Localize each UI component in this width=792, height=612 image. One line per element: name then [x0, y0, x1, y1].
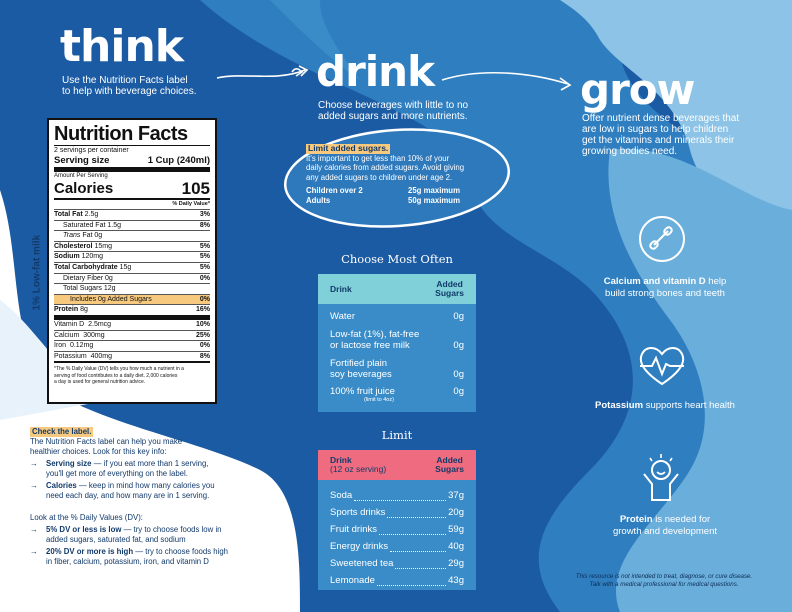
- often-row: 100% fruit juice 0g: [330, 386, 464, 397]
- dv-header: % Daily Value*: [54, 200, 210, 210]
- calories-row: Calories 105: [54, 179, 210, 200]
- benefit-protein: Protein is needed for growth and developm…: [612, 514, 718, 537]
- nf-row: Trans Fat 0g: [54, 231, 210, 242]
- grow-title: grow: [580, 65, 695, 114]
- heart-pulse-icon: [639, 347, 685, 386]
- child-grow-icon: [643, 454, 679, 501]
- nf-row: Protein 8g 16%: [54, 305, 210, 320]
- arrow-drink-grow: [441, 71, 572, 91]
- nf-row-added-sugars: Includes 0g Added Sugars 0%: [54, 294, 210, 306]
- often-row-note: (limit to 4oz): [364, 397, 394, 403]
- limit-row: Children over 2 25g maximum: [306, 186, 461, 195]
- limit-row: Fruit drinks 59g: [318, 521, 476, 538]
- grow-subtitle: Offer nutrient dense beverages that are l…: [582, 113, 740, 157]
- nutrition-facts-label: Nutrition Facts 2 servings per container…: [47, 118, 217, 404]
- nf-row: Total Sugars 12g: [54, 284, 210, 295]
- arrow-think-drink: [216, 65, 309, 79]
- limit-added-sugars-box: Limit added sugars. It's important to ge…: [306, 143, 496, 205]
- limit-header: Drink (12 oz serving) Added Sugars: [318, 450, 476, 480]
- often-row: Low-fat (1%), fat-free or lactose free mi…: [330, 329, 464, 351]
- nf-row: Cholesterol 15mg 5%: [54, 242, 210, 253]
- arrow-right-icon: →: [30, 547, 38, 556]
- limit-table: Drink (12 oz serving) Added Sugars Soda 37g…: [318, 450, 476, 590]
- check-bullet: → Serving size — if you eat more than 1 …: [30, 459, 209, 478]
- check-bullet: → Calories — keep in mind how many calor…: [30, 481, 215, 500]
- check-bullet: → 20% DV or more is high — try to choose…: [30, 547, 229, 566]
- nf-row: Total Fat 2.5g 3%: [54, 210, 210, 221]
- nf-row: Potassium 400mg 8%: [54, 352, 210, 364]
- arrow-right-icon: →: [30, 525, 38, 534]
- often-table: Drink Added Sugars Water 0g Low-fat (1%), …: [318, 274, 476, 412]
- serving-size-row: Serving size 1 Cup (240ml): [54, 155, 210, 172]
- servings-per-container: 2 servings per container: [54, 147, 129, 154]
- benefit-calcium: Calcium and vitamin D help build strong b…: [603, 276, 727, 299]
- bone-icon: [639, 216, 685, 262]
- check-label-heading: Check the label.: [30, 427, 94, 437]
- disclaimer: This resource is not intended to treat, …: [575, 573, 753, 588]
- often-title: Choose Most Often: [341, 252, 453, 266]
- often-header: Drink Added Sugars: [318, 274, 476, 304]
- arrow-right-icon: →: [30, 459, 38, 468]
- amount-per-serving: Amount Per Serving: [54, 173, 108, 179]
- often-row: Water 0g: [330, 311, 464, 322]
- limit-heading: Limit added sugars.: [306, 143, 391, 154]
- drink-title: drink: [316, 47, 435, 96]
- often-row: Fortified plain soy beverages 0g: [330, 358, 464, 380]
- limit-title: Limit: [381, 428, 413, 442]
- nf-row: Vitamin D 2.5mcg 10%: [54, 320, 210, 331]
- nf-row: Total Carbohydrate 15g 5%: [54, 263, 210, 274]
- check-bullet: → 5% DV or less is low — try to choose f…: [30, 525, 222, 544]
- think-title: think: [60, 21, 184, 72]
- nf-row: Dietary Fiber 0g 0%: [54, 274, 210, 285]
- nf-row: Saturated Fat 1.5g 8%: [54, 221, 210, 232]
- nf-footnote: *The % Daily Value (DV) tells you how mu…: [54, 366, 184, 386]
- nf-row: Calcium 300mg 25%: [54, 331, 210, 342]
- think-subtitle: Use the Nutrition Facts label to help wit…: [62, 75, 197, 97]
- limit-row: Lemonade 43g: [318, 572, 476, 589]
- limit-row: Adults 50g maximum: [306, 195, 461, 205]
- limit-row: Soda 37g: [318, 487, 476, 504]
- benefit-potassium: Potassium supports heart health: [595, 400, 735, 411]
- nutrition-title: Nutrition Facts: [54, 123, 210, 146]
- limit-row: Sweetened tea 29g: [318, 555, 476, 572]
- nf-row: Sodium 120mg 5%: [54, 252, 210, 263]
- drink-subtitle: Choose beverages with little to no added …: [318, 100, 469, 122]
- check-label-section: Check the label. The Nutrition Facts lab…: [30, 427, 270, 567]
- nf-row: Iron 0.12mg 0%: [54, 341, 210, 352]
- limit-row: Energy drinks 40g: [318, 538, 476, 555]
- limit-row: Sports drinks 20g: [318, 504, 476, 521]
- side-label: 1% Low-fat milk: [31, 234, 43, 311]
- arrow-right-icon: →: [30, 481, 38, 490]
